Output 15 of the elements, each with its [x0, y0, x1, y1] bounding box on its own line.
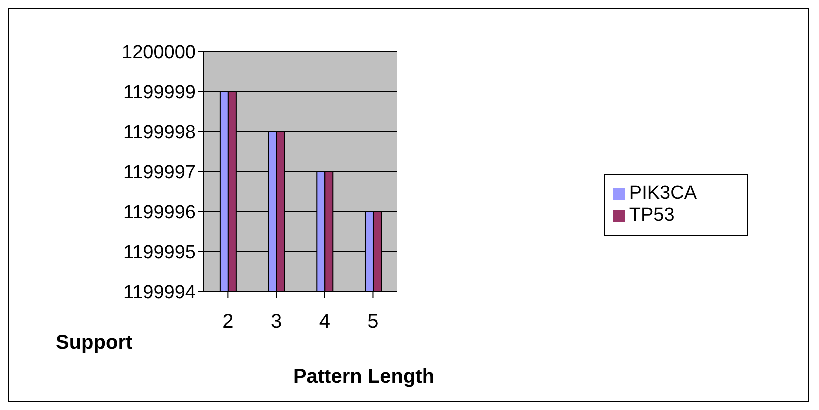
x-tick-label: 4 — [319, 311, 330, 334]
x-tick-label: 3 — [270, 311, 282, 334]
y-tick-label: 1199996 — [123, 202, 196, 224]
y-tick-label: 1199997 — [123, 162, 196, 184]
y-axis-title: Support — [56, 332, 133, 355]
x-tick-label: 2 — [222, 311, 234, 334]
y-tick-label: 1199999 — [123, 82, 196, 104]
legend-label: TP53 — [629, 205, 675, 226]
y-tick-label: 1199995 — [123, 242, 196, 264]
x-tick-label: 5 — [368, 311, 379, 334]
y-tick-label: 1199998 — [123, 122, 196, 144]
x-axis-title: Pattern Length — [292, 366, 436, 389]
y-tick-label: 1200000 — [122, 42, 196, 64]
legend-label: PIK3CA — [629, 183, 697, 204]
y-tick-label: 1199994 — [123, 282, 196, 304]
